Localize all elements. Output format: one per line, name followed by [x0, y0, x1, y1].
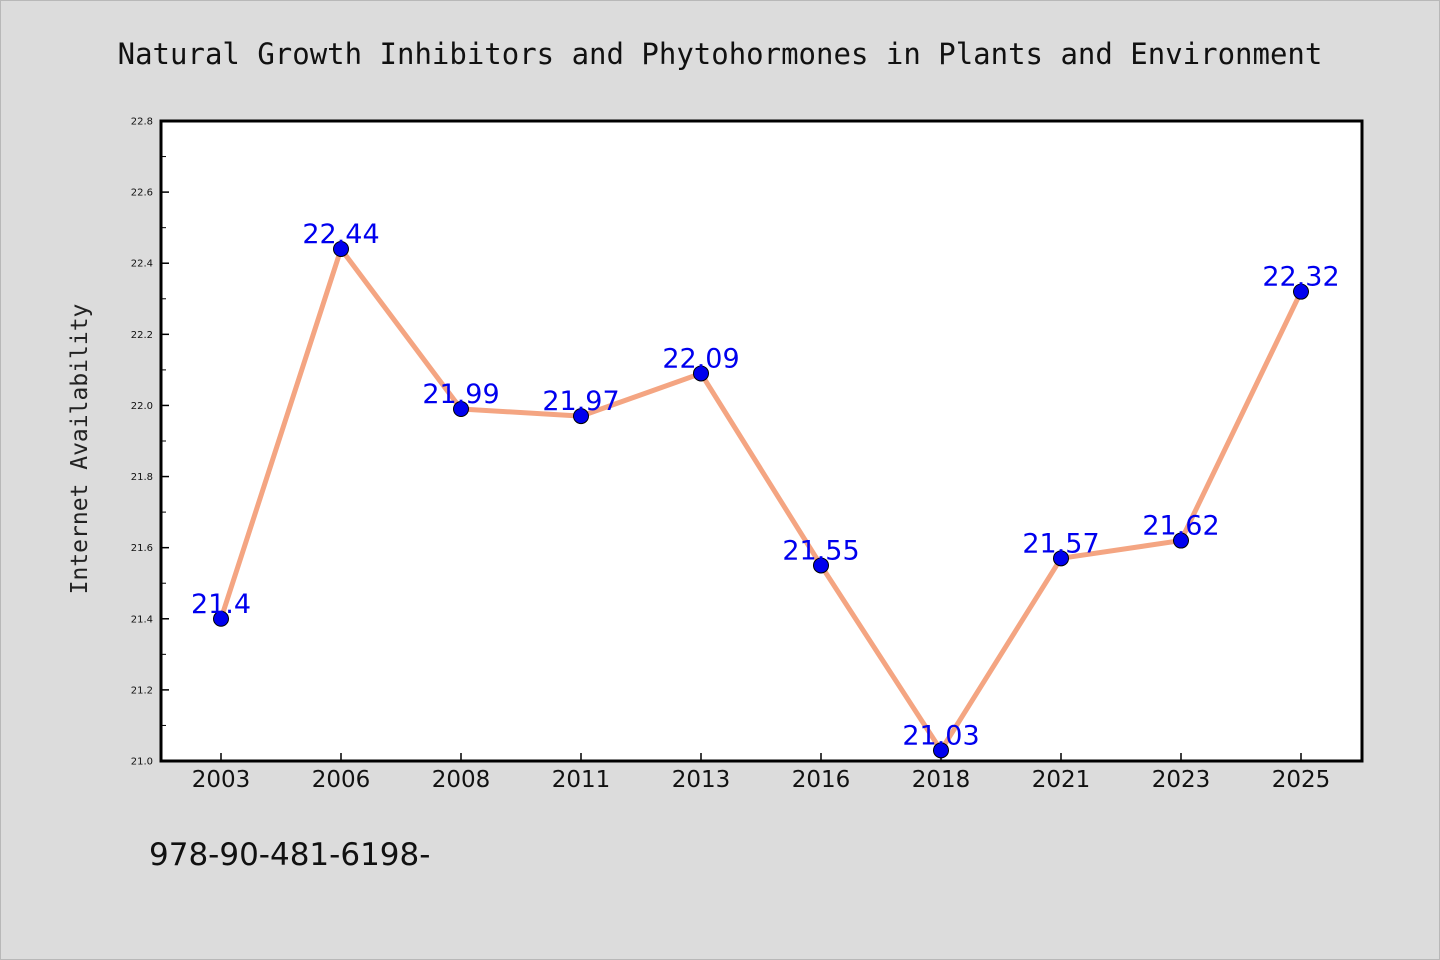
x-tick-label: 2003 — [192, 767, 251, 793]
data-label: 22.44 — [302, 219, 379, 250]
data-point — [933, 742, 949, 759]
y-tick-label: 21.6 — [131, 543, 153, 554]
data-label: 22.32 — [1262, 262, 1339, 293]
y-tick-label: 22.8 — [131, 117, 153, 128]
footer-code: 978-90-481-6198- — [149, 837, 430, 873]
x-tick-label: 2008 — [432, 767, 491, 793]
data-label: 21.55 — [782, 535, 859, 566]
data-point — [213, 610, 229, 627]
x-tick-label: 2023 — [1152, 767, 1211, 793]
data-label: 21.62 — [1142, 511, 1219, 542]
y-tick-label: 21.8 — [131, 472, 153, 483]
y-tick-label: 21.0 — [131, 757, 153, 768]
data-point — [1293, 283, 1309, 300]
data-label: 22.09 — [662, 343, 739, 374]
x-tick-label: 2025 — [1272, 767, 1331, 793]
data-label: 21.57 — [1022, 528, 1099, 559]
x-tick-label: 2021 — [1032, 767, 1091, 793]
data-label: 21.03 — [902, 720, 979, 751]
y-axis-ticks: 21.0 21.2 21.4 21.6 21.8 22.0 22.2 22.4 22.6 22.8 — [131, 117, 169, 768]
y-tick-label: 22.4 — [131, 259, 153, 270]
x-tick-label: 2018 — [912, 767, 971, 793]
x-tick-label: 2006 — [312, 767, 371, 793]
series-layer — [213, 241, 1309, 759]
plot-area — [159, 119, 1364, 763]
y-tick-label: 21.4 — [131, 614, 153, 625]
y-tick-label: 22.6 — [131, 188, 153, 199]
data-point — [333, 241, 349, 257]
y-axis-label: Internet Availability — [67, 304, 93, 595]
data-point — [573, 408, 589, 425]
y-tick-label: 22.2 — [131, 330, 153, 341]
data-point — [1173, 532, 1189, 549]
data-label: 21.99 — [422, 379, 499, 410]
y-tick-label: 21.2 — [131, 685, 153, 696]
chart-title: Natural Growth Inhibitors and Phytohormo… — [118, 37, 1323, 71]
data-point — [453, 401, 469, 417]
x-tick-label: 2013 — [672, 767, 731, 793]
data-point — [693, 365, 709, 382]
data-point — [1053, 550, 1069, 567]
x-axis-ticks: 2003 2006 2008 2011 2013 2016 2018 2021 2023 2025 — [192, 753, 1331, 793]
y-tick-label: 22.0 — [131, 401, 153, 412]
x-tick-label: 2011 — [552, 767, 611, 793]
x-tick-label: 2016 — [792, 767, 851, 793]
data-label: 21.97 — [542, 386, 619, 417]
data-label: 21.4 — [191, 589, 251, 620]
series-line — [218, 246, 1304, 753]
data-labels: 21.4 22.44 21.99 21.97 22.09 21.55 21.03 21.57 2… — [191, 219, 1340, 751]
data-point — [813, 557, 829, 574]
